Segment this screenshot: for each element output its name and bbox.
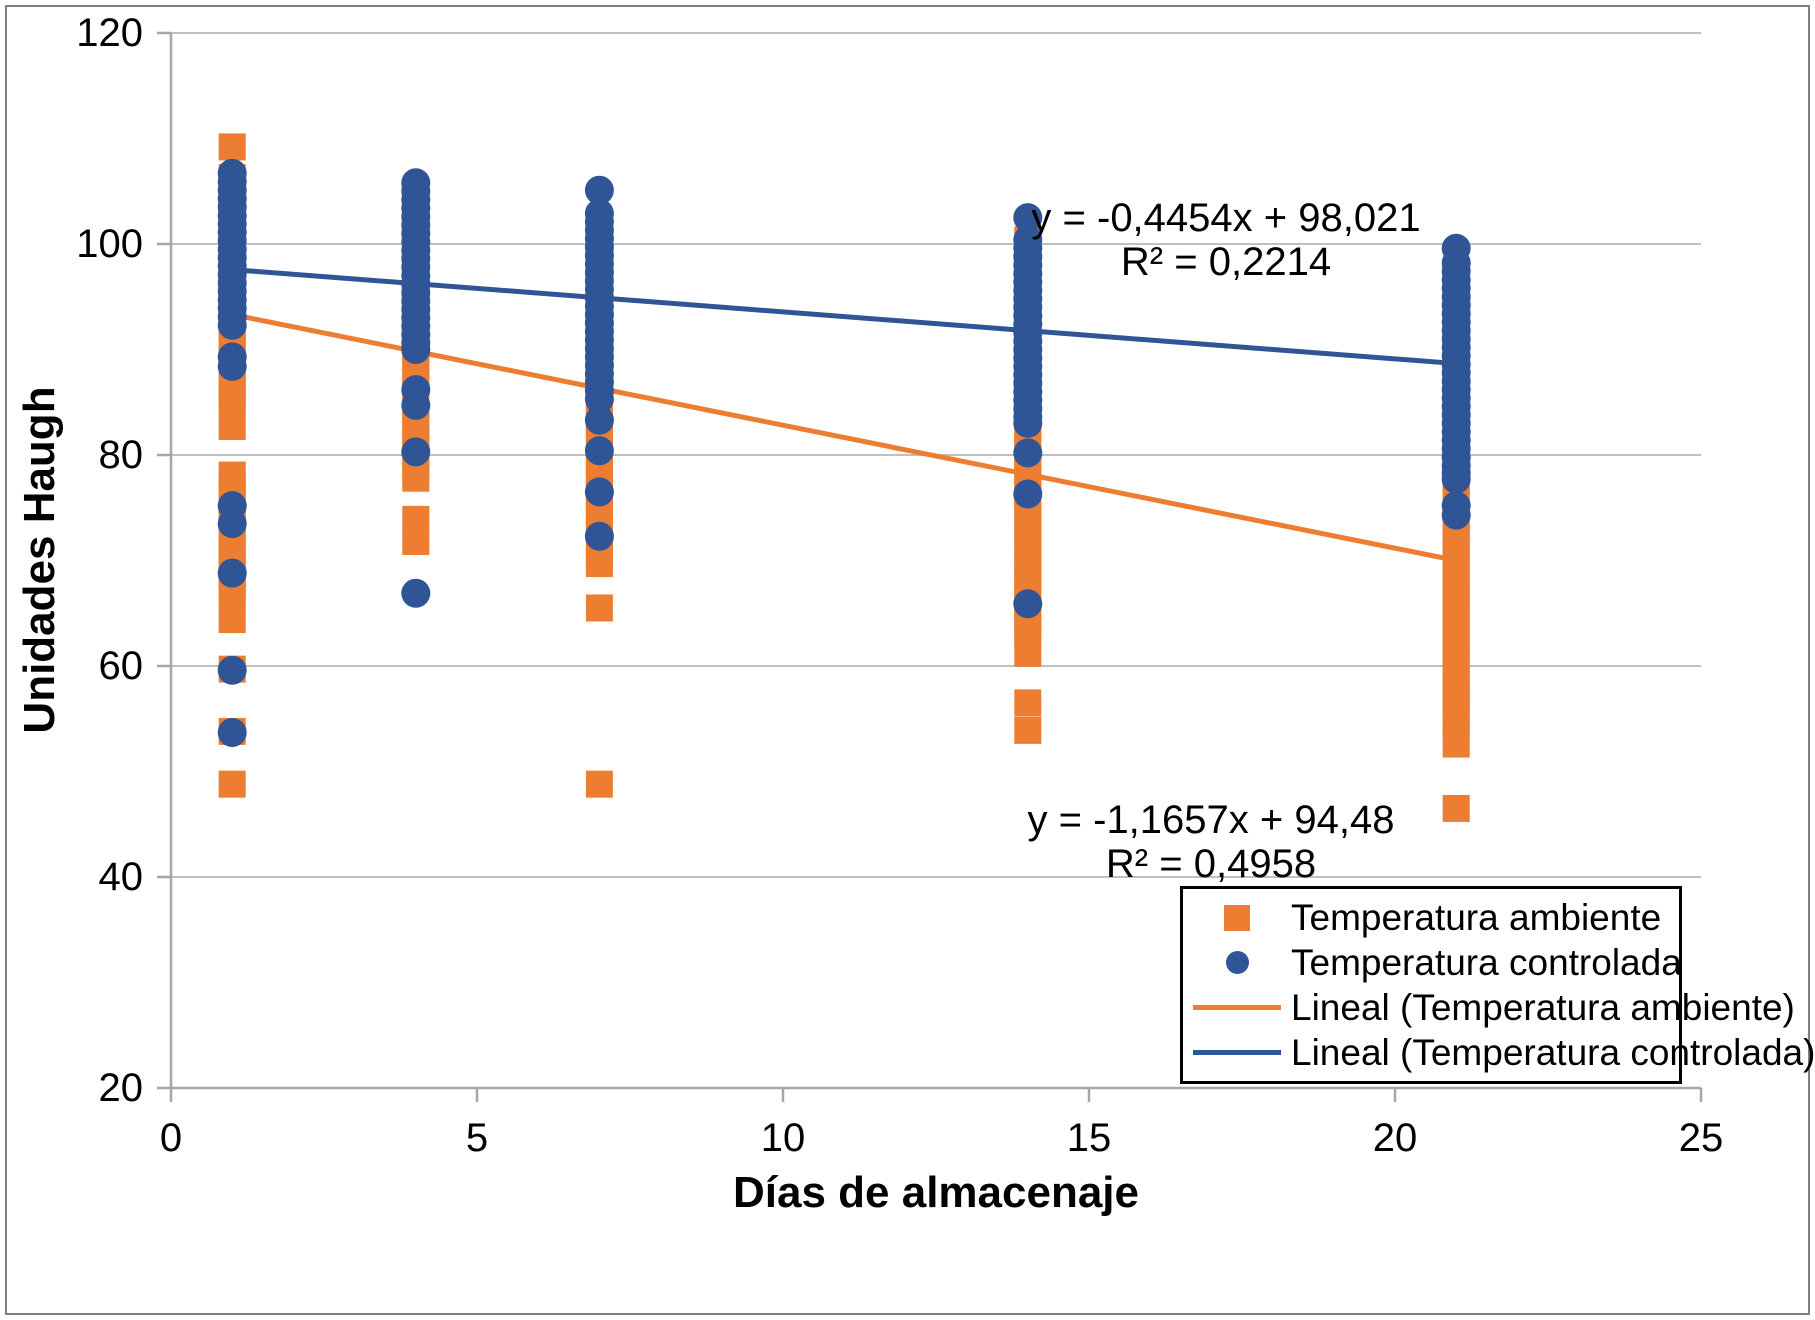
scatter-point-controlada bbox=[217, 558, 247, 588]
scatter-point-ambiente bbox=[1014, 689, 1042, 717]
scatter-point-ambiente bbox=[1014, 639, 1042, 667]
scatter-point-controlada bbox=[1013, 203, 1043, 233]
scatter-point-ambiente bbox=[585, 550, 613, 578]
equation-ambiente-line1: y = -1,1657x + 94,48 bbox=[1027, 798, 1395, 842]
x-tick-label-20: 20 bbox=[1372, 1116, 1418, 1160]
scatter-point-ambiente bbox=[218, 389, 246, 417]
chart-outer-border bbox=[5, 5, 1810, 1315]
orange-square-marker-icon bbox=[1224, 904, 1250, 931]
scatter-point-controlada bbox=[217, 655, 247, 685]
scatter-point-controlada bbox=[217, 310, 247, 340]
scatter-point-ambiente bbox=[402, 464, 430, 492]
x-axis-title: Días de almacenaje bbox=[732, 1168, 1140, 1217]
orange-trendline-icon bbox=[1193, 1005, 1281, 1010]
scatter-point-ambiente bbox=[218, 606, 246, 634]
equation-ambiente-r2: R² = 0,4958 bbox=[1105, 842, 1317, 886]
legend-label: Lineal (Temperatura controlada) bbox=[1291, 1031, 1815, 1073]
x-tick-label-5: 5 bbox=[465, 1116, 489, 1160]
x-tick-label-25: 25 bbox=[1678, 1116, 1724, 1160]
scatter-point-controlada bbox=[584, 384, 614, 414]
equation-controlada: y = -0,4454x + 98,021 R² = 0,2214 bbox=[1031, 196, 1420, 284]
scatter-point-ambiente bbox=[402, 528, 430, 556]
equation-ambiente: y = -1,1657x + 94,48 R² = 0,4958 bbox=[1028, 798, 1395, 886]
equation-controlada-r2: R² = 0,2214 bbox=[1120, 240, 1332, 284]
y-tick-label-100: 100 bbox=[76, 222, 143, 266]
scatter-point-controlada bbox=[1013, 438, 1043, 468]
legend-label: Temperatura ambiente bbox=[1291, 896, 1662, 938]
scatter-point-ambiente bbox=[1442, 730, 1470, 758]
legend-marker-cell bbox=[1183, 1050, 1291, 1055]
y-tick-label-80: 80 bbox=[98, 433, 144, 477]
scatter-point-ambiente bbox=[1014, 716, 1042, 744]
legend-item-ambiente: Temperatura ambiente bbox=[1183, 896, 1679, 940]
scatter-point-ambiente bbox=[218, 133, 246, 161]
scatter-point-ambiente bbox=[218, 770, 246, 798]
equation-controlada-line1: y = -0,4454x + 98,021 bbox=[1031, 196, 1421, 240]
blue-circle-marker-icon bbox=[1225, 951, 1249, 974]
scatter-point-controlada bbox=[1441, 500, 1471, 530]
legend-label: Temperatura controlada bbox=[1291, 941, 1682, 983]
scatter-point-controlada bbox=[1013, 589, 1043, 619]
scatter-point-controlada bbox=[584, 477, 614, 507]
y-axis-title: Unidades Haugh bbox=[15, 386, 64, 734]
x-tick-label-10: 10 bbox=[760, 1116, 806, 1160]
scatter-point-controlada bbox=[584, 405, 614, 435]
y-tick-label-20: 20 bbox=[98, 1066, 144, 1110]
scatter-point-ambiente bbox=[585, 770, 613, 798]
x-tick-label-0: 0 bbox=[159, 1116, 183, 1160]
legend-marker-cell bbox=[1183, 904, 1291, 931]
x-tick-label-15: 15 bbox=[1066, 1116, 1112, 1160]
legend-marker-cell bbox=[1183, 1005, 1291, 1010]
y-tick-label-120: 120 bbox=[76, 11, 143, 55]
scatter-point-controlada bbox=[217, 717, 247, 747]
scatter-point-controlada bbox=[1441, 464, 1471, 494]
scatter-point-controlada bbox=[401, 335, 431, 364]
trendline-ambiente bbox=[231, 312, 1457, 563]
scatter-point-controlada bbox=[401, 578, 431, 608]
legend: Temperatura ambiente Temperatura control… bbox=[1180, 886, 1815, 1084]
legend-marker-cell bbox=[1183, 951, 1291, 974]
legend-item-lineal-controlada: Lineal (Temperatura controlada) bbox=[1183, 1031, 1815, 1075]
scatter-point-controlada bbox=[217, 351, 247, 381]
blue-trendline-icon bbox=[1193, 1050, 1281, 1055]
scatter-point-controlada bbox=[584, 175, 614, 205]
scatter-point-ambiente bbox=[585, 594, 613, 622]
legend-item-controlada: Temperatura controlada bbox=[1183, 941, 1682, 985]
scatter-point-controlada bbox=[584, 521, 614, 551]
scatter-point-controlada bbox=[217, 509, 247, 539]
scatter-point-controlada bbox=[1013, 408, 1043, 438]
scatter-point-ambiente bbox=[1442, 794, 1470, 822]
scatter-point-controlada bbox=[401, 390, 431, 420]
trendline-controlada bbox=[232, 267, 1457, 367]
legend-label: Lineal (Temperatura ambiente) bbox=[1291, 986, 1795, 1028]
legend-item-lineal-ambiente: Lineal (Temperatura ambiente) bbox=[1183, 986, 1795, 1030]
scatter-point-controlada bbox=[584, 436, 614, 466]
y-tick-label-40: 40 bbox=[98, 855, 144, 899]
scatter-point-ambiente bbox=[218, 413, 246, 441]
scatter-point-controlada bbox=[401, 437, 431, 467]
scatter-point-controlada bbox=[1013, 479, 1043, 509]
y-tick-label-60: 60 bbox=[98, 644, 144, 688]
